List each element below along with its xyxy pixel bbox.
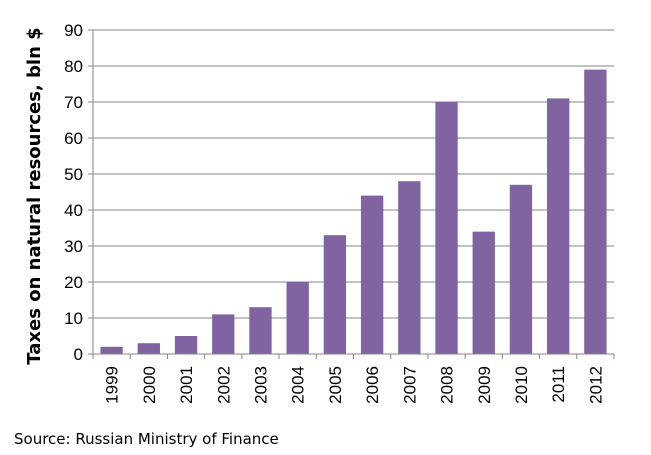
bar-2001 — [174, 336, 198, 354]
x-tick-label-2006: 2006 — [363, 366, 382, 404]
y-tick-label: 60 — [64, 129, 83, 148]
y-axis-title: Taxes on natural resources, bln $ — [24, 27, 45, 364]
bar-2007 — [398, 181, 421, 354]
x-tick-label-2004: 2004 — [289, 366, 308, 404]
bar-2006 — [360, 195, 384, 354]
bar-2011 — [547, 98, 570, 355]
axes — [88, 29, 615, 359]
y-tick-label: 30 — [64, 237, 83, 256]
bar-2002 — [212, 314, 235, 354]
x-tick-label-2010: 2010 — [512, 366, 531, 404]
bar-2009 — [472, 231, 495, 354]
x-tick-label-2012: 2012 — [586, 366, 605, 404]
y-tick-labels: 0 10 20 30 40 50 60 70 80 90 — [64, 21, 83, 364]
bars — [100, 69, 607, 355]
x-tick-label-2008: 2008 — [438, 366, 457, 404]
y-tick-label: 70 — [64, 93, 83, 112]
x-tick-labels: 1999 2000 2001 2002 2003 2004 2005 2006 2007 2008… — [103, 366, 606, 404]
bar-2012 — [584, 69, 607, 354]
y-tick-label: 40 — [64, 201, 83, 220]
bar-2010 — [509, 184, 533, 354]
gridlines — [93, 29, 614, 319]
y-tick-label: 20 — [64, 273, 83, 292]
x-tick-label-2011: 2011 — [549, 366, 568, 403]
x-tick-label-2009: 2009 — [475, 366, 494, 404]
x-tick-label-2002: 2002 — [214, 366, 233, 404]
x-tick-label-1999: 1999 — [103, 366, 122, 404]
y-tick-label: 80 — [64, 57, 83, 76]
x-tick-label-2001: 2001 — [177, 366, 196, 404]
bar-2000 — [137, 343, 160, 354]
bar-2008 — [435, 102, 458, 354]
y-tick-label: 0 — [74, 345, 83, 364]
bar-2004 — [286, 282, 309, 354]
x-tick-label-2003: 2003 — [251, 366, 270, 404]
bar-chart: 0 10 20 30 40 50 60 70 80 90 1999 2000 2001 2002 2003… — [24, 21, 615, 404]
source-note: Source: Russian Ministry of Finance — [14, 430, 279, 448]
x-tick-label-2005: 2005 — [326, 366, 345, 404]
x-tick-label-2000: 2000 — [140, 366, 159, 404]
y-tick-label: 50 — [64, 165, 83, 184]
bar-2005 — [323, 235, 347, 354]
y-tick-label: 90 — [64, 21, 83, 40]
bar-1999 — [100, 346, 123, 354]
y-tick-label: 10 — [64, 309, 83, 328]
x-tick-label-2007: 2007 — [400, 366, 419, 404]
bar-2003 — [249, 307, 272, 354]
